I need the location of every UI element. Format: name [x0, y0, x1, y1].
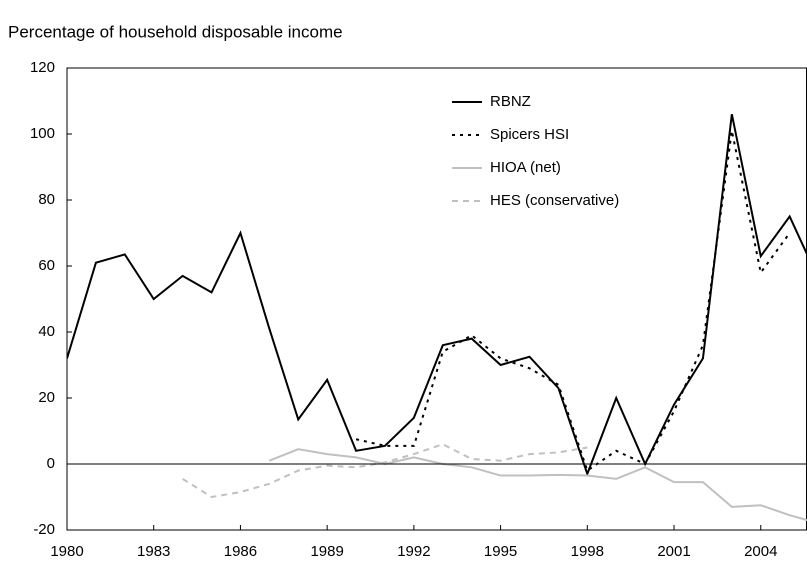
legend-label: HIOA (net): [490, 159, 561, 176]
series-line: [67, 114, 807, 477]
x-tick-label: 1980: [50, 543, 83, 560]
x-tick-label: 1992: [397, 543, 430, 560]
y-tick-label: 40: [38, 323, 55, 340]
x-tick-label: 2004: [744, 543, 777, 560]
y-tick-label: 100: [30, 125, 55, 142]
plot-frame: [66, 67, 807, 531]
series-line: [182, 443, 588, 499]
x-tick-label: 1986: [224, 543, 257, 560]
y-tick-label: -20: [33, 521, 55, 538]
x-tick-label: 1995: [484, 543, 517, 560]
y-tick-label: 60: [38, 257, 55, 274]
y-tick-label: 0: [47, 455, 55, 472]
y-tick-label: 20: [38, 389, 55, 406]
plot-area: [67, 114, 807, 522]
y-tick-label: 120: [30, 59, 55, 76]
y-tick-label: 80: [38, 191, 55, 208]
series-line: [355, 130, 791, 473]
chart-title: Percentage of household disposable incom…: [8, 22, 343, 41]
legend-label: HES (conservative): [490, 192, 619, 209]
legend-label: Spicers HSI: [490, 126, 569, 143]
x-tick-label: 1989: [310, 543, 343, 560]
legend-label: RBNZ: [490, 93, 531, 110]
x-tick-label: 1998: [571, 543, 604, 560]
series-line: [268, 448, 807, 522]
x-tick-label: 1983: [137, 543, 170, 560]
x-tick-label: 2001: [657, 543, 690, 560]
